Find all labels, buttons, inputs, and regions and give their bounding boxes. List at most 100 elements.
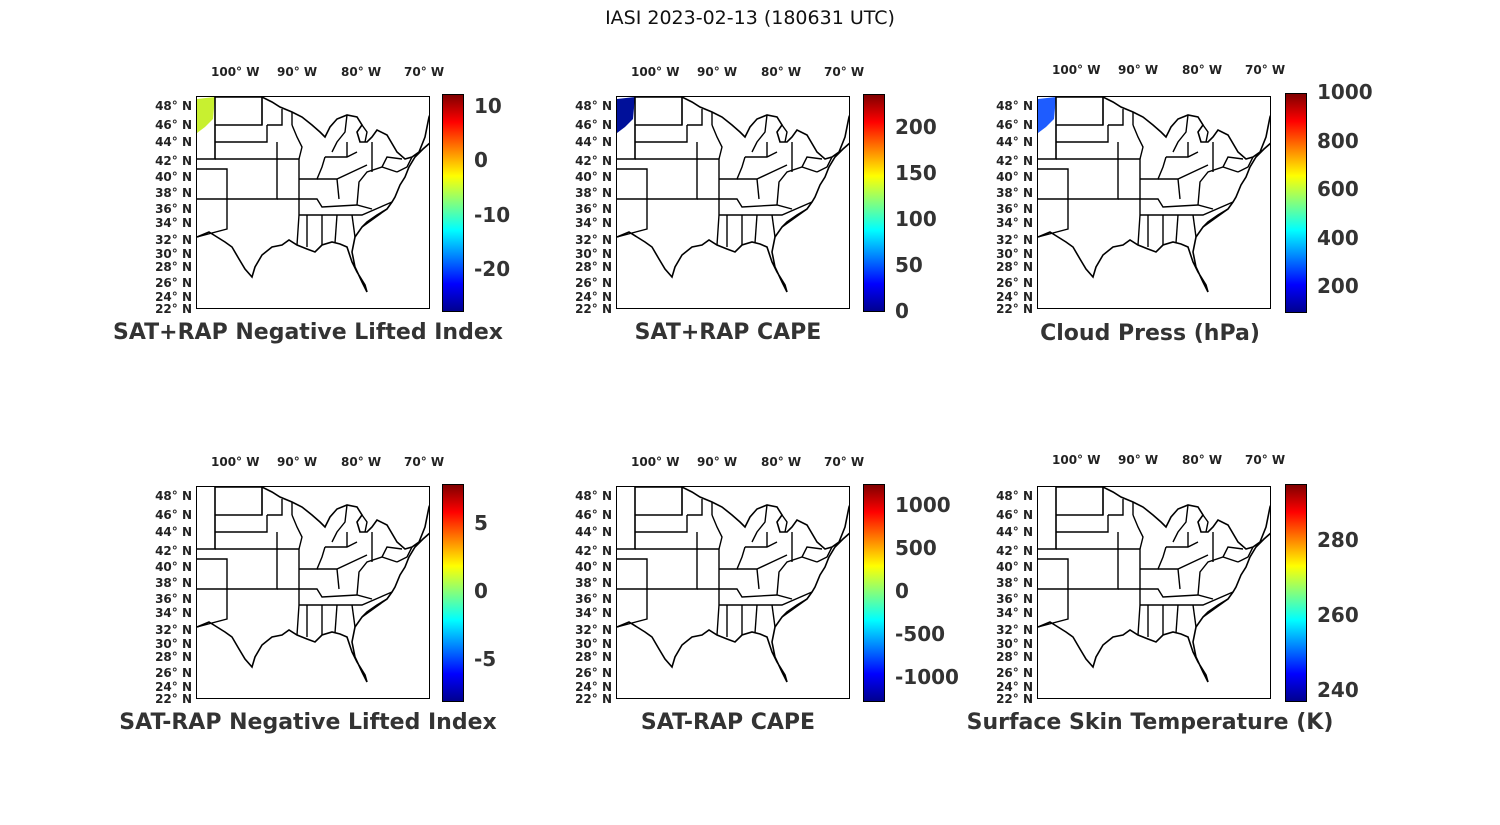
lat-label: 30° N (155, 247, 192, 261)
swath-data-patch (197, 97, 215, 133)
lon-label: 90° W (277, 65, 318, 79)
colorbar (442, 484, 464, 702)
state-border (1237, 546, 1254, 563)
state-border (1118, 588, 1141, 636)
lat-label: 40° N (996, 170, 1033, 184)
state-border (1038, 589, 1069, 628)
lat-label: 22° N (155, 692, 192, 706)
lat-label: 44° N (996, 135, 1033, 149)
state-border (197, 159, 278, 200)
state-border (781, 598, 808, 618)
state-border (756, 568, 760, 590)
colorbar-tick-label: 100 (895, 207, 937, 231)
colorbar-tick-label: 0 (895, 579, 909, 603)
state-border (719, 198, 793, 210)
colorbar-tick-label: 500 (895, 536, 937, 560)
lat-label: 30° N (155, 637, 192, 651)
lat-label: 22° N (155, 302, 192, 316)
colorbar-tick-label: 240 (1317, 678, 1359, 702)
state-border (697, 588, 720, 636)
state-border (754, 604, 758, 634)
lat-label: 42° N (155, 154, 192, 168)
state-border (396, 156, 413, 173)
lat-label: 22° N (996, 692, 1033, 706)
state-border (801, 546, 823, 558)
lat-label: 36° N (996, 592, 1033, 606)
colorbar (863, 484, 885, 702)
state-border (781, 124, 788, 143)
us-map (196, 486, 430, 699)
state-border (1132, 124, 1144, 160)
colorbar-tick-label: -1000 (895, 665, 959, 689)
state-border (617, 549, 698, 590)
lon-label: 70° W (824, 455, 865, 469)
state-border (396, 546, 413, 563)
state-outlines (617, 97, 849, 293)
state-border (781, 514, 788, 533)
state-border (331, 114, 348, 153)
colorbar (863, 94, 885, 312)
colorbar-tick-label: 50 (895, 253, 923, 277)
lon-label: 100° W (1052, 63, 1101, 77)
state-border (776, 556, 818, 596)
state-border (1175, 604, 1179, 634)
lon-label: 80° W (761, 455, 802, 469)
lon-label: 70° W (824, 65, 865, 79)
state-border (1056, 515, 1109, 533)
state-border (1108, 499, 1124, 516)
lat-label: 40° N (155, 560, 192, 574)
panel-title: Cloud Press (hPa) (1040, 321, 1260, 346)
state-border (1056, 125, 1109, 143)
state-border (816, 156, 833, 173)
state-border (356, 556, 398, 596)
lat-label: 28° N (996, 650, 1033, 664)
state-border (334, 214, 338, 244)
lat-label: 22° N (575, 302, 612, 316)
state-border (1197, 166, 1239, 206)
lat-label: 36° N (996, 202, 1033, 216)
panel-title: Surface Skin Temperature (K) (966, 710, 1334, 735)
lat-label: 48° N (996, 99, 1033, 113)
colorbar-tick-label: 200 (1317, 274, 1359, 298)
lat-label: 38° N (155, 186, 192, 200)
state-border (745, 151, 778, 158)
state-border (299, 591, 393, 606)
state-border (291, 124, 303, 160)
lat-label: 32° N (155, 623, 192, 637)
lat-label: 38° N (575, 576, 612, 590)
state-border (697, 158, 720, 199)
state-border (1202, 598, 1229, 618)
colorbar-tick-label: -5 (474, 647, 497, 671)
lat-label: 48° N (575, 99, 612, 113)
state-border (351, 604, 356, 628)
lon-label: 90° W (697, 455, 738, 469)
lat-label: 38° N (155, 576, 192, 590)
figure-title: IASI 2023-02-13 (180631 UTC) (605, 7, 895, 29)
lat-label: 44° N (575, 135, 612, 149)
lat-label: 40° N (155, 170, 192, 184)
state-outlines (617, 487, 849, 683)
lat-label: 26° N (575, 666, 612, 680)
state-border (697, 548, 720, 589)
lat-label: 40° N (996, 560, 1033, 574)
state-border (215, 142, 278, 160)
state-border (1222, 546, 1244, 558)
state-border (617, 159, 698, 200)
colorbar-tick-label: 0 (895, 299, 909, 323)
lon-label: 70° W (404, 65, 445, 79)
state-border (361, 514, 368, 533)
state-border (1132, 514, 1144, 550)
state-border (1166, 151, 1199, 158)
lat-label: 46° N (575, 508, 612, 522)
state-border (711, 514, 723, 550)
coastline (1038, 487, 1270, 683)
state-border (351, 214, 356, 238)
lon-label: 100° W (211, 455, 260, 469)
swath-data-patch (1038, 97, 1056, 133)
state-border (1118, 548, 1141, 589)
state-border (816, 546, 833, 563)
lat-label: 34° N (575, 606, 612, 620)
lat-label: 42° N (575, 154, 612, 168)
state-outlines (1038, 487, 1270, 683)
lat-label: 24° N (996, 680, 1033, 694)
